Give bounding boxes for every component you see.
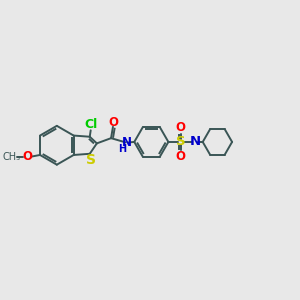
Text: N: N xyxy=(189,135,200,148)
Text: Cl: Cl xyxy=(84,118,97,131)
Text: O: O xyxy=(176,121,186,134)
Text: O: O xyxy=(108,116,118,129)
Text: CH₃: CH₃ xyxy=(2,152,21,162)
Text: H: H xyxy=(118,144,126,154)
Text: S: S xyxy=(176,135,185,148)
Text: O: O xyxy=(22,150,32,164)
Text: O: O xyxy=(176,150,186,163)
Text: S: S xyxy=(86,153,96,167)
Text: N: N xyxy=(122,136,132,149)
